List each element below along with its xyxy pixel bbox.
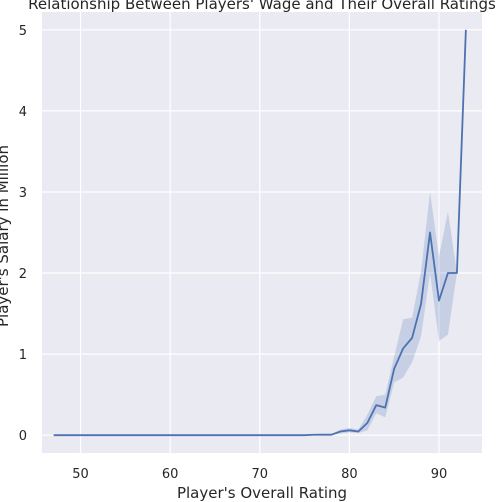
x-gridlines: [79, 12, 440, 453]
y-tick-label: 3: [19, 186, 27, 201]
x-tick-label: 90: [431, 467, 448, 482]
x-axis-label: Player's Overall Rating: [176, 484, 348, 502]
x-tick-labels: 50 60 70 80 90: [72, 467, 447, 482]
plot-background: [42, 12, 482, 453]
x-tick-label: 60: [162, 467, 179, 482]
x-tick-label: 50: [72, 467, 89, 482]
y-tick-label: 0: [19, 429, 27, 444]
y-tick-label: 4: [19, 105, 27, 120]
y-tick-label: 1: [19, 348, 27, 363]
x-tick-label: 70: [251, 467, 268, 482]
series-line: [53, 29, 467, 437]
y-tick-label: 5: [19, 24, 27, 39]
y-axis-label: Player's Salary in Million: [0, 144, 12, 328]
x-tick-label: 80: [341, 467, 358, 482]
chart-title: Relationship Between Players' Wage and T…: [28, 0, 496, 13]
y-tick-labels: 0 1 2 3 4 5: [19, 24, 27, 444]
y-tick-label: 2: [19, 267, 27, 282]
